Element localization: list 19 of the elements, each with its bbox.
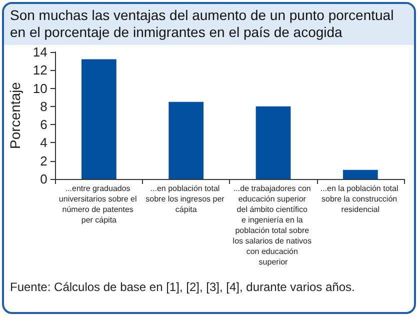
y-tick-label: 2 (40, 153, 48, 168)
y-axis-title: Porcentaje (7, 82, 23, 149)
y-tick-label: 10 (32, 80, 48, 96)
y-tick-label: 12 (32, 62, 48, 78)
y-tick-label: 0 (40, 172, 48, 186)
bar (168, 102, 204, 179)
x-tick-label: ...entre graduados universitarios sobre el número de patentes per cápita (58, 184, 139, 224)
bar (256, 106, 291, 179)
x-tick-label: ...en la población total sobre la construcción residencial (320, 184, 400, 214)
x-tick-label: ...de trabajadores con educación superior del ámbito científico e ingeniería en la población total sobre los salarios de nativos con educación superior (232, 184, 314, 266)
y-tick-label: 8 (40, 98, 48, 114)
y-tick-label: 14 (32, 44, 48, 60)
source-note: Fuente: Cálculos de base en [1], [2], [3], [4], durante varios años. (10, 280, 355, 294)
bar (82, 59, 116, 179)
y-tick-label: 4 (40, 135, 48, 150)
x-tick-label: ...en población total sobre los ingresos per cápita (146, 184, 227, 214)
bar (342, 170, 378, 179)
y-tick-label: 6 (40, 117, 48, 132)
chart-title: Son muchas las ventajas del aumento de un punto porcentual en el porcentaje de inmigrantes en el país de acogida (4, 4, 414, 45)
